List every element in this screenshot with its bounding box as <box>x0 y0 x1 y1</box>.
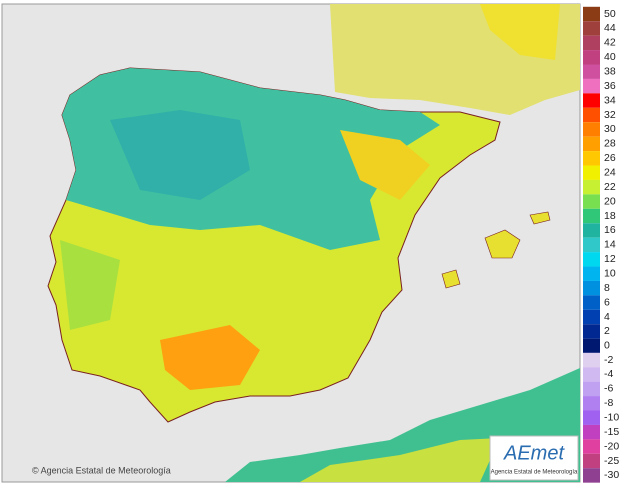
meseta-north <box>110 110 250 200</box>
legend-label: -2 <box>604 354 613 366</box>
legend-swatch <box>583 367 600 382</box>
legend-swatch <box>583 194 600 209</box>
menorca <box>529 211 551 225</box>
legend-swatch <box>583 151 600 166</box>
legend-label: -10 <box>604 412 619 424</box>
legend-label: -8 <box>604 397 613 409</box>
legend-swatch <box>583 338 600 354</box>
legend-label: 34 <box>604 94 616 106</box>
guadalquivir <box>160 325 260 390</box>
legend-label: 10 <box>604 268 616 280</box>
legend-swatch <box>583 410 600 425</box>
portugal-south <box>60 240 120 330</box>
north-africa-warm <box>300 438 500 482</box>
legend-label: 40 <box>604 51 616 63</box>
legend-swatch <box>583 396 600 411</box>
legend-label: 16 <box>604 224 616 236</box>
legend-label: 36 <box>604 80 616 92</box>
legend-swatch <box>583 64 600 79</box>
legend-swatch <box>583 424 600 440</box>
legend-label: 8 <box>604 282 610 294</box>
mallorca <box>484 229 521 259</box>
legend-swatch <box>583 295 600 310</box>
legend-swatch <box>583 122 600 137</box>
legend-label: 2 <box>604 325 610 337</box>
legend-swatch <box>583 309 600 325</box>
logo-box <box>489 435 579 481</box>
legend-label: 6 <box>604 296 610 308</box>
legend-swatch <box>583 208 600 224</box>
legend-swatch <box>583 252 600 267</box>
legend-swatch <box>583 136 600 152</box>
legend-label: 26 <box>604 152 616 164</box>
legend-label: -15 <box>604 426 619 438</box>
legend-label: 30 <box>604 123 616 135</box>
legend-swatch <box>583 78 600 94</box>
legend-label: 42 <box>604 37 616 49</box>
legend-swatch <box>583 453 600 469</box>
legend-label: -25 <box>604 455 619 467</box>
legend-swatch <box>583 50 600 65</box>
legend-swatch <box>583 223 600 238</box>
france-warm <box>480 4 560 60</box>
ebro-valley <box>340 130 430 200</box>
legend-swatch <box>583 439 600 454</box>
legend-label: -20 <box>604 440 619 452</box>
legend-swatch <box>583 93 600 108</box>
credit: © Agencia Estatal de Meteorología <box>32 465 171 475</box>
logo-subtitle: Agencia Estatal de Meteorología <box>491 470 578 476</box>
legend-label: -4 <box>604 368 613 380</box>
legend-label: 50 <box>604 8 616 20</box>
legend-label: 24 <box>604 167 616 179</box>
legend-label: 32 <box>604 109 616 121</box>
legend-swatch <box>583 237 600 253</box>
legend: 5044424038363432302826242220181614121086… <box>583 6 619 483</box>
legend-label: 38 <box>604 66 616 78</box>
legend-label: -6 <box>604 383 613 395</box>
legend-swatch <box>583 107 600 123</box>
legend-swatch <box>583 21 600 36</box>
legend-swatch <box>583 35 600 51</box>
legend-label: 14 <box>604 239 616 251</box>
legend-label: 20 <box>604 195 616 207</box>
legend-swatch <box>583 324 600 339</box>
legend-swatch <box>583 6 600 22</box>
legend-label: 28 <box>604 138 616 150</box>
legend-swatch <box>583 280 600 296</box>
legend-label: -30 <box>604 469 619 481</box>
legend-label: 44 <box>604 22 616 34</box>
legend-swatch <box>583 352 600 368</box>
ibiza <box>441 269 461 289</box>
legend-swatch <box>583 179 600 195</box>
legend-swatch <box>583 165 600 180</box>
legend-label: 0 <box>604 340 610 352</box>
legend-swatch <box>583 266 600 281</box>
logo: AEmet <box>503 442 565 464</box>
legend-label: 22 <box>604 181 616 193</box>
legend-label: 18 <box>604 210 616 222</box>
legend-swatch <box>583 468 600 483</box>
legend-label: 12 <box>604 253 616 265</box>
legend-swatch <box>583 381 600 397</box>
legend-label: 4 <box>604 311 610 323</box>
